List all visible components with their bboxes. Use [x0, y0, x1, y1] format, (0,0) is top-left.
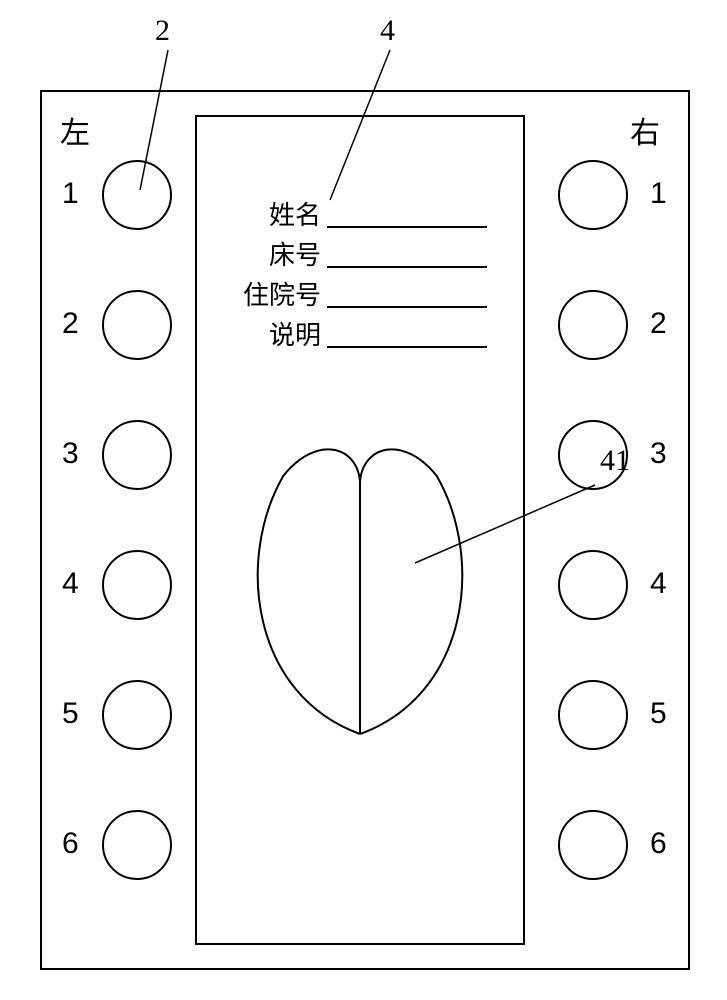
form-label: 床号 — [225, 235, 321, 272]
slot-circle — [102, 290, 172, 360]
row-number: 3 — [62, 437, 79, 471]
row-number: 2 — [62, 307, 79, 341]
form-row: 说明 — [225, 315, 487, 352]
form-row: 住院号 — [225, 275, 487, 312]
slot-circle — [102, 680, 172, 750]
row-number: 2 — [650, 307, 667, 341]
row-number: 1 — [650, 177, 667, 211]
row-number: 4 — [62, 567, 79, 601]
form-row: 姓名 — [225, 195, 487, 232]
row-number: 6 — [650, 827, 667, 861]
row-number: 1 — [62, 177, 79, 211]
slot-circle — [558, 680, 628, 750]
slot-circle — [558, 290, 628, 360]
slot-circle — [102, 810, 172, 880]
slot-circle — [102, 160, 172, 230]
form-label: 说明 — [225, 315, 321, 352]
column-left-label: 左 — [60, 108, 90, 152]
column-right-label: 右 — [630, 108, 660, 152]
row-number: 4 — [650, 567, 667, 601]
row-number: 6 — [62, 827, 79, 861]
form-underline — [327, 266, 487, 268]
form-underline — [327, 226, 487, 228]
row-number: 5 — [62, 697, 79, 731]
slot-circle — [102, 550, 172, 620]
callout-label: 4 — [380, 14, 395, 47]
diagram-container: 2441 左 右 112233445566 姓名床号住院号说明 — [0, 0, 727, 1000]
callout-label: 2 — [155, 14, 170, 47]
form-label: 姓名 — [225, 195, 321, 232]
slot-circle — [558, 550, 628, 620]
row-number: 3 — [650, 437, 667, 471]
slot-circle — [102, 420, 172, 490]
slot-circle — [558, 160, 628, 230]
form-row: 床号 — [225, 235, 487, 272]
row-number: 5 — [650, 697, 667, 731]
form-underline — [327, 306, 487, 308]
brain-icon — [240, 440, 480, 740]
slot-circle — [558, 420, 628, 490]
slot-circle — [558, 810, 628, 880]
form-underline — [327, 346, 487, 348]
form-label: 住院号 — [225, 275, 321, 312]
